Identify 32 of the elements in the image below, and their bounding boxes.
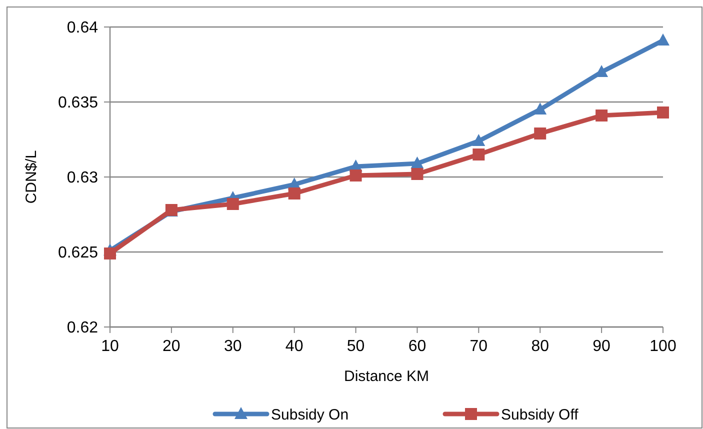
x-tick-label: 20	[162, 338, 180, 355]
x-tick-label: 70	[470, 338, 488, 355]
x-tick-label: 100	[650, 338, 676, 355]
x-axis-title: Distance KM	[344, 368, 430, 385]
x-tick-label: 10	[101, 338, 119, 355]
point	[656, 34, 670, 46]
point	[657, 106, 669, 118]
point	[472, 148, 485, 160]
point	[472, 134, 486, 146]
x-tick-label: 40	[285, 338, 304, 355]
y-axis-title: CDN$/L	[23, 150, 40, 204]
point	[410, 156, 424, 168]
x-tick-label: 80	[531, 338, 550, 355]
y-tick-label: 0.62	[66, 320, 98, 337]
legend-label: Subsidy Off	[501, 406, 580, 424]
y-tick-label: 0.63	[66, 170, 98, 187]
legend-label: Subsidy On	[271, 406, 349, 424]
point	[350, 170, 362, 182]
point	[226, 198, 239, 210]
point	[596, 110, 608, 122]
y-tick-label: 0.625	[58, 244, 98, 262]
x-tick-label: 90	[592, 338, 611, 355]
point	[288, 188, 300, 200]
point	[104, 248, 116, 260]
point	[534, 128, 546, 140]
x-tick-label: 30	[224, 338, 242, 355]
point	[411, 168, 424, 180]
y-tick-label: 0.64	[66, 20, 98, 37]
x-tick-label: 50	[346, 338, 365, 355]
y-tick-label: 0.635	[58, 94, 98, 112]
x-tick-label: 60	[408, 338, 426, 355]
point	[534, 102, 547, 114]
